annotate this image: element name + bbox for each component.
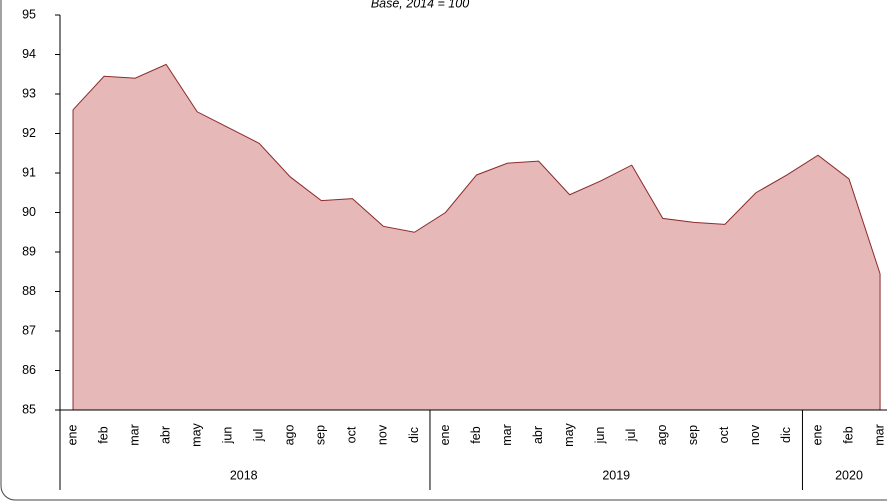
- chart-subtitle: Base, 2014 = 100: [371, 0, 469, 10]
- x-tick-label: mar: [500, 424, 514, 446]
- x-tick-label: abr: [158, 426, 172, 444]
- area: [73, 64, 881, 410]
- x-tick-label: feb: [96, 426, 110, 443]
- x-tick-label: jun: [221, 427, 235, 445]
- group-label: 2019: [602, 468, 630, 482]
- x-tick-label: oct: [345, 426, 359, 443]
- y-tick-label: 87: [22, 323, 36, 337]
- y-tick-label: 91: [22, 165, 36, 179]
- x-tick-label: mar: [127, 424, 141, 446]
- y-tick-label: 85: [22, 402, 36, 416]
- group-label: 2020: [835, 468, 863, 482]
- x-tick-label: ago: [655, 425, 669, 446]
- area-line: [72, 63, 881, 274]
- x-tick-label: sep: [686, 425, 700, 445]
- x-tick-label: ago: [283, 425, 297, 446]
- x-tick-label: dic: [407, 427, 421, 443]
- y-tick-label: 92: [22, 126, 36, 140]
- x-tick-label: nov: [376, 424, 390, 445]
- x-tick-label: feb: [841, 426, 855, 443]
- x-tick-label: ene: [810, 425, 824, 446]
- y-tick-label: 95: [22, 7, 36, 21]
- x-tick-label: jun: [593, 427, 607, 445]
- x-tick-label: mar: [872, 424, 886, 446]
- y-tick-label: 86: [22, 363, 36, 377]
- x-tick-label: nov: [748, 424, 762, 445]
- group-label: 2018: [230, 468, 258, 482]
- x-tick-label: jul: [624, 429, 638, 443]
- x-tick-label: abr: [531, 426, 545, 444]
- x-tick-label: sep: [314, 425, 328, 445]
- x-tick-label: may: [189, 422, 203, 446]
- x-tick-label: ene: [438, 425, 452, 446]
- y-tick-label: 89: [22, 244, 36, 258]
- x-tick-label: oct: [717, 426, 731, 443]
- y-tick-label: 93: [22, 86, 36, 100]
- y-tick-label: 94: [22, 47, 36, 61]
- x-tick-label: feb: [469, 426, 483, 443]
- y-tick-label: 88: [22, 284, 36, 298]
- y-tick-label: 90: [22, 205, 36, 219]
- x-tick-label: ene: [65, 425, 79, 446]
- x-tick-label: may: [562, 422, 576, 446]
- x-tick-label: jul: [252, 429, 266, 443]
- x-tick-label: dic: [779, 427, 793, 443]
